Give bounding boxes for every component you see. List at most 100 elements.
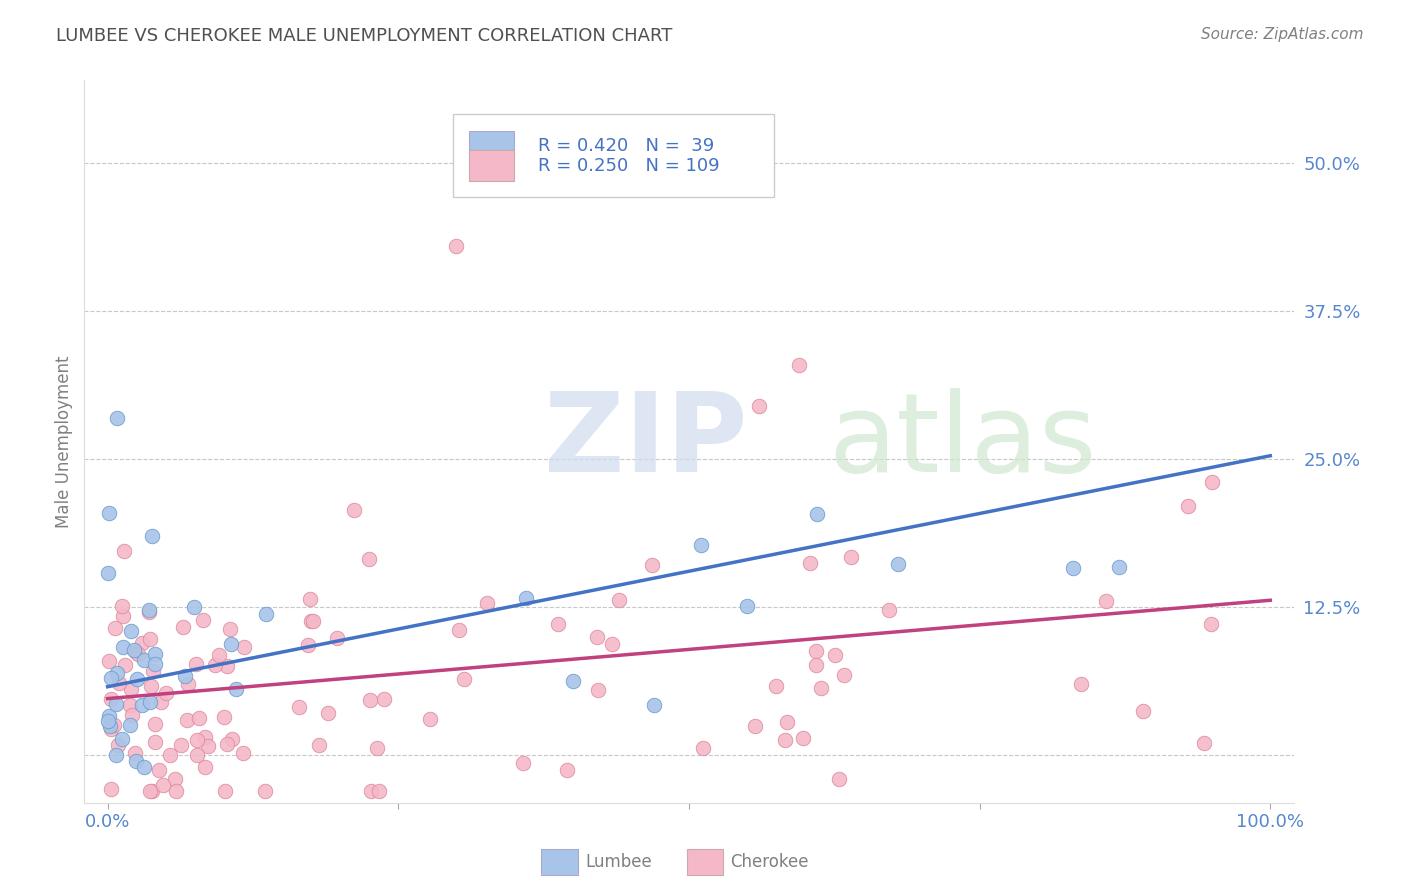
Point (125, 755, 148, 769)
Y-axis label: Male Unemployment: Male Unemployment (55, 355, 73, 528)
Point (221, 732, 243, 747)
Text: R = 0.420   N =  39: R = 0.420 N = 39 (538, 137, 714, 155)
Point (515, 591, 537, 605)
Point (149, 695, 172, 709)
Point (138, 632, 160, 647)
Point (197, 739, 219, 753)
Point (839, 550, 862, 565)
Point (112, 608, 135, 623)
Point (143, 735, 166, 749)
Point (1132, 704, 1154, 718)
Point (359, 693, 381, 707)
Point (148, 764, 170, 778)
Point (118, 717, 141, 731)
Point (114, 657, 136, 672)
Point (152, 778, 174, 792)
Point (810, 681, 832, 695)
Point (367, 784, 389, 798)
Point (806, 507, 828, 521)
Point (475, 596, 498, 610)
Point (1192, 736, 1215, 750)
Point (174, 669, 197, 683)
Point (806, 644, 828, 658)
Text: Lumbee: Lumbee (585, 853, 652, 871)
Point (446, 239, 468, 253)
Point (127, 647, 149, 661)
Point (887, 558, 910, 572)
Point (139, 784, 162, 798)
Point (194, 759, 217, 773)
Point (131, 698, 153, 713)
Point (143, 716, 166, 731)
FancyBboxPatch shape (541, 849, 578, 875)
Point (118, 698, 141, 712)
Point (449, 624, 471, 638)
Point (735, 599, 758, 613)
Point (170, 738, 193, 752)
Point (187, 711, 209, 725)
Text: Source: ZipAtlas.com: Source: ZipAtlas.com (1201, 27, 1364, 42)
Point (254, 784, 277, 798)
Point (607, 592, 630, 607)
Point (308, 738, 330, 752)
Point (547, 616, 569, 631)
Point (105, 410, 128, 425)
Point (806, 657, 828, 672)
Point (1201, 475, 1223, 489)
Point (183, 599, 205, 614)
Point (139, 695, 162, 709)
Point (1062, 561, 1084, 575)
Point (100, 671, 122, 685)
Point (141, 784, 163, 798)
Point (765, 679, 787, 693)
Point (561, 674, 583, 689)
Point (142, 664, 165, 678)
Point (792, 731, 814, 746)
Text: atlas: atlas (828, 388, 1097, 495)
Point (1177, 499, 1199, 513)
Point (132, 760, 155, 774)
Text: Cherokee: Cherokee (730, 853, 808, 871)
Point (689, 538, 711, 552)
Point (100, 719, 122, 733)
Point (111, 599, 134, 614)
Point (100, 722, 122, 736)
Point (232, 746, 254, 760)
FancyBboxPatch shape (468, 151, 513, 181)
Point (98, 506, 121, 520)
Point (877, 602, 900, 616)
FancyBboxPatch shape (686, 849, 723, 875)
Point (215, 737, 238, 751)
Text: R = 0.250   N = 109: R = 0.250 N = 109 (538, 156, 720, 175)
Point (789, 358, 811, 372)
Point (104, 697, 127, 711)
Point (155, 686, 177, 700)
Point (143, 657, 166, 671)
Point (103, 717, 125, 731)
Point (97, 654, 120, 668)
Point (586, 683, 609, 698)
Point (217, 658, 239, 673)
Point (219, 637, 242, 651)
Point (373, 692, 395, 706)
FancyBboxPatch shape (453, 114, 773, 197)
Point (643, 698, 665, 713)
Point (139, 679, 162, 693)
Point (316, 706, 339, 720)
Point (600, 637, 623, 651)
Point (555, 763, 578, 777)
Point (124, 746, 146, 760)
Point (1070, 676, 1092, 690)
Point (125, 673, 148, 687)
Point (744, 719, 766, 733)
Point (225, 682, 247, 697)
Point (212, 710, 235, 724)
Point (1199, 617, 1222, 632)
Point (219, 623, 242, 637)
Point (176, 714, 198, 728)
Point (104, 621, 127, 635)
Point (208, 648, 231, 663)
Point (1108, 559, 1130, 574)
Point (832, 667, 855, 681)
Point (193, 730, 215, 744)
